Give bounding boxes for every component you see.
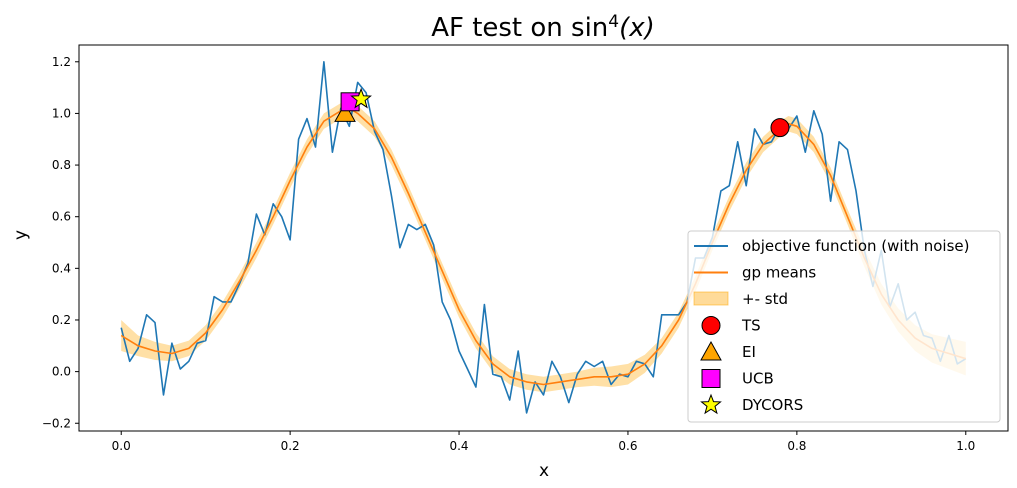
x-tick-label: 0.8 <box>787 439 806 453</box>
x-tick-label: 1.0 <box>956 439 975 453</box>
x-ticks: 0.0 0.2 0.4 0.6 0.8 1.0 <box>112 431 975 453</box>
x-tick-label: 0.6 <box>618 439 637 453</box>
legend: objective function (with noise) gp means +… <box>687 230 1001 423</box>
y-tick-label: 0.6 <box>52 210 71 224</box>
legend-label-ei: EI <box>742 343 756 361</box>
y-tick-label: 0.4 <box>52 261 71 275</box>
title-argument: (x) <box>619 13 655 43</box>
chart-title: AF test on sin4(x) <box>431 12 655 43</box>
legend-label-ucb: UCB <box>742 370 774 388</box>
legend-label-dycors: DYCORS <box>742 396 803 414</box>
legend-swatch-ts <box>701 316 721 335</box>
legend-swatch-ucb <box>701 369 721 388</box>
title-superscript: 4 <box>608 12 619 32</box>
dycors-marker <box>350 87 372 109</box>
x-tick-label: 0.0 <box>112 439 131 453</box>
legend-swatch-dycors <box>700 393 722 415</box>
legend-box <box>687 230 1001 423</box>
legend-label-std-band: +- std <box>742 290 788 308</box>
objective-function-line <box>120 60 967 414</box>
x-tick-label: 0.4 <box>449 439 468 453</box>
title-main: AF test on sin <box>431 13 608 43</box>
y-tick-label: 1.2 <box>52 55 71 69</box>
ei-marker <box>334 102 356 122</box>
marker-layer <box>334 87 790 138</box>
plot-area: 0.0 0.2 0.4 0.6 0.8 1.0 −0.2 0.0 0.2 0.4 0.6 0.8 1.… <box>42 44 1009 453</box>
x-axis-label: x <box>539 461 549 481</box>
y-tick-label: 0.2 <box>52 313 71 327</box>
y-tick-label: −0.2 <box>42 416 71 430</box>
y-tick-label: 0.8 <box>52 158 71 172</box>
legend-label-objective-function: objective function (with noise) <box>742 237 970 255</box>
x-tick-label: 0.2 <box>281 439 300 453</box>
gp-means-line <box>120 107 967 386</box>
plot-frame <box>78 44 1009 432</box>
legend-label-gp-means: gp means <box>742 264 816 282</box>
y-ticks: −0.2 0.0 0.2 0.4 0.6 0.8 1.0 1.2 <box>42 55 79 430</box>
legend-label-ts: TS <box>741 317 761 335</box>
y-tick-label: 0.0 <box>52 365 71 379</box>
y-axis-label: y <box>11 230 31 240</box>
legend-swatch-ei <box>700 340 722 361</box>
ts-marker <box>770 118 790 138</box>
y-tick-label: 1.0 <box>52 106 71 120</box>
legend-swatch-std-band <box>693 291 729 306</box>
line-layer <box>120 60 967 414</box>
